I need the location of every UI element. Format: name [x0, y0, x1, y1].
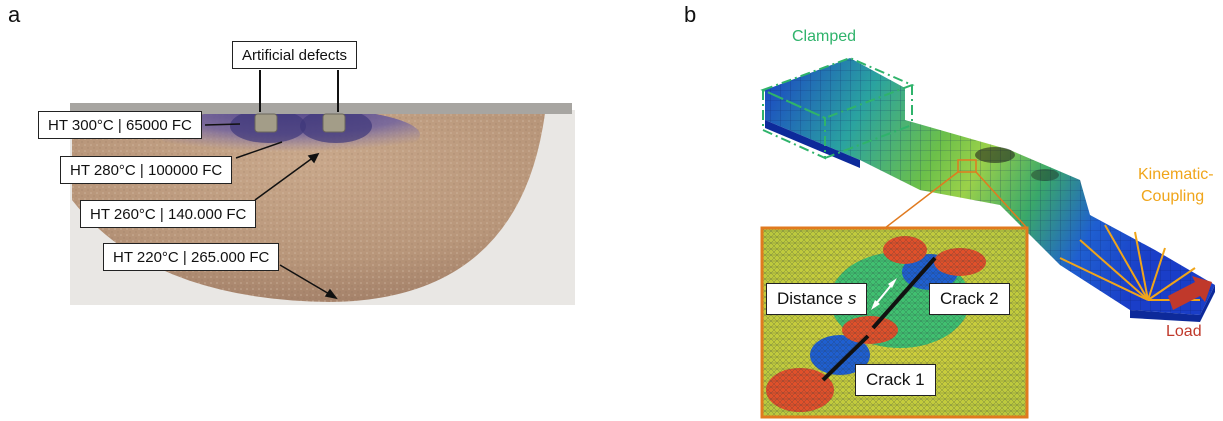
label-leader-lines [204, 123, 338, 300]
kinematic-label-line1: Kinematic- [1138, 166, 1214, 183]
clamped-boundary-box [760, 56, 915, 160]
zoom-connector [884, 159, 1028, 229]
label-ht-280: HT 280°C | 100000 FC [60, 156, 233, 184]
load-arrow [1168, 276, 1212, 310]
label-artificial-defects: Artificial defects [232, 41, 358, 69]
defect-leaders [259, 70, 339, 112]
label-ht-260: HT 260°C | 140.000 FC [80, 200, 257, 228]
clamped-label: Clamped [792, 28, 857, 45]
artificial-defect-1 [254, 113, 278, 133]
kinematic-label-line2: Coupling [1141, 188, 1205, 205]
label-ht-300: HT 300°C | 65000 FC [38, 111, 202, 139]
load-label: Load [1166, 323, 1202, 340]
artificial-defect-2 [322, 113, 346, 133]
label-ht-220: HT 220°C | 265.000 FC [103, 243, 280, 271]
distance-s-label: Distance s [766, 283, 868, 315]
crack-1-label: Crack 1 [855, 364, 936, 396]
panel-b-letter: b [684, 2, 697, 27]
specimen-top-edge [70, 103, 572, 114]
crack-2-label: Crack 2 [929, 283, 1010, 315]
panel-a-letter: a [8, 2, 21, 27]
